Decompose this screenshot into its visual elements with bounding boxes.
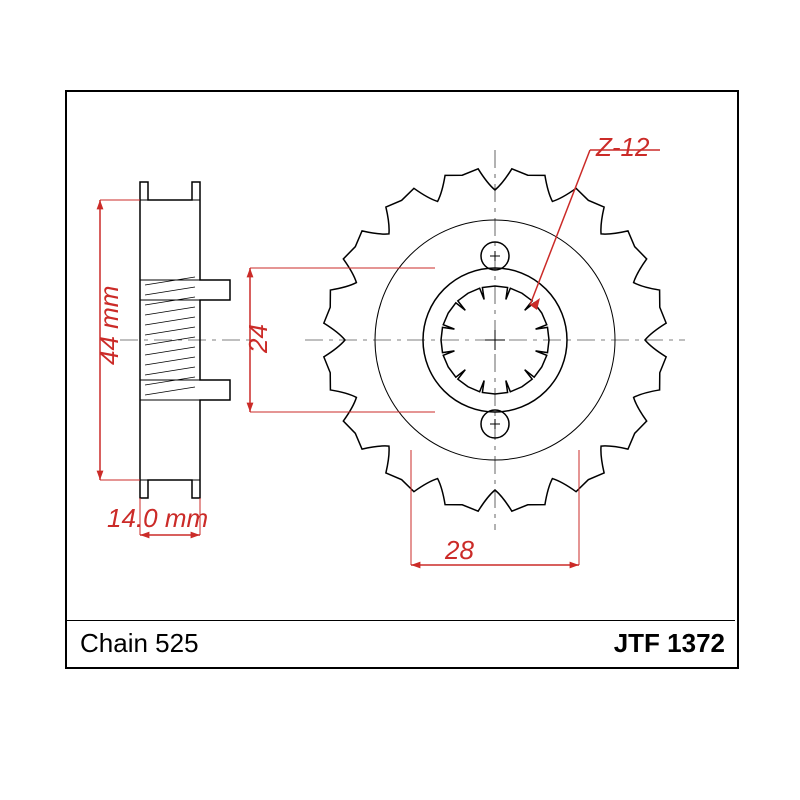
dim-44mm: 44 mm — [94, 286, 125, 365]
drawing-svg — [0, 0, 800, 800]
dim-14mm: 14.0 mm — [107, 503, 208, 534]
dim-24: 24 — [243, 324, 274, 353]
sprocket-front-view — [305, 150, 685, 530]
chain-label: Chain 525 — [80, 628, 199, 659]
part-number: JTF 1372 — [614, 628, 725, 659]
dim-28: 28 — [445, 535, 474, 566]
callout-z12: Z-12 — [596, 132, 649, 163]
sprocket-side-view — [120, 182, 250, 498]
